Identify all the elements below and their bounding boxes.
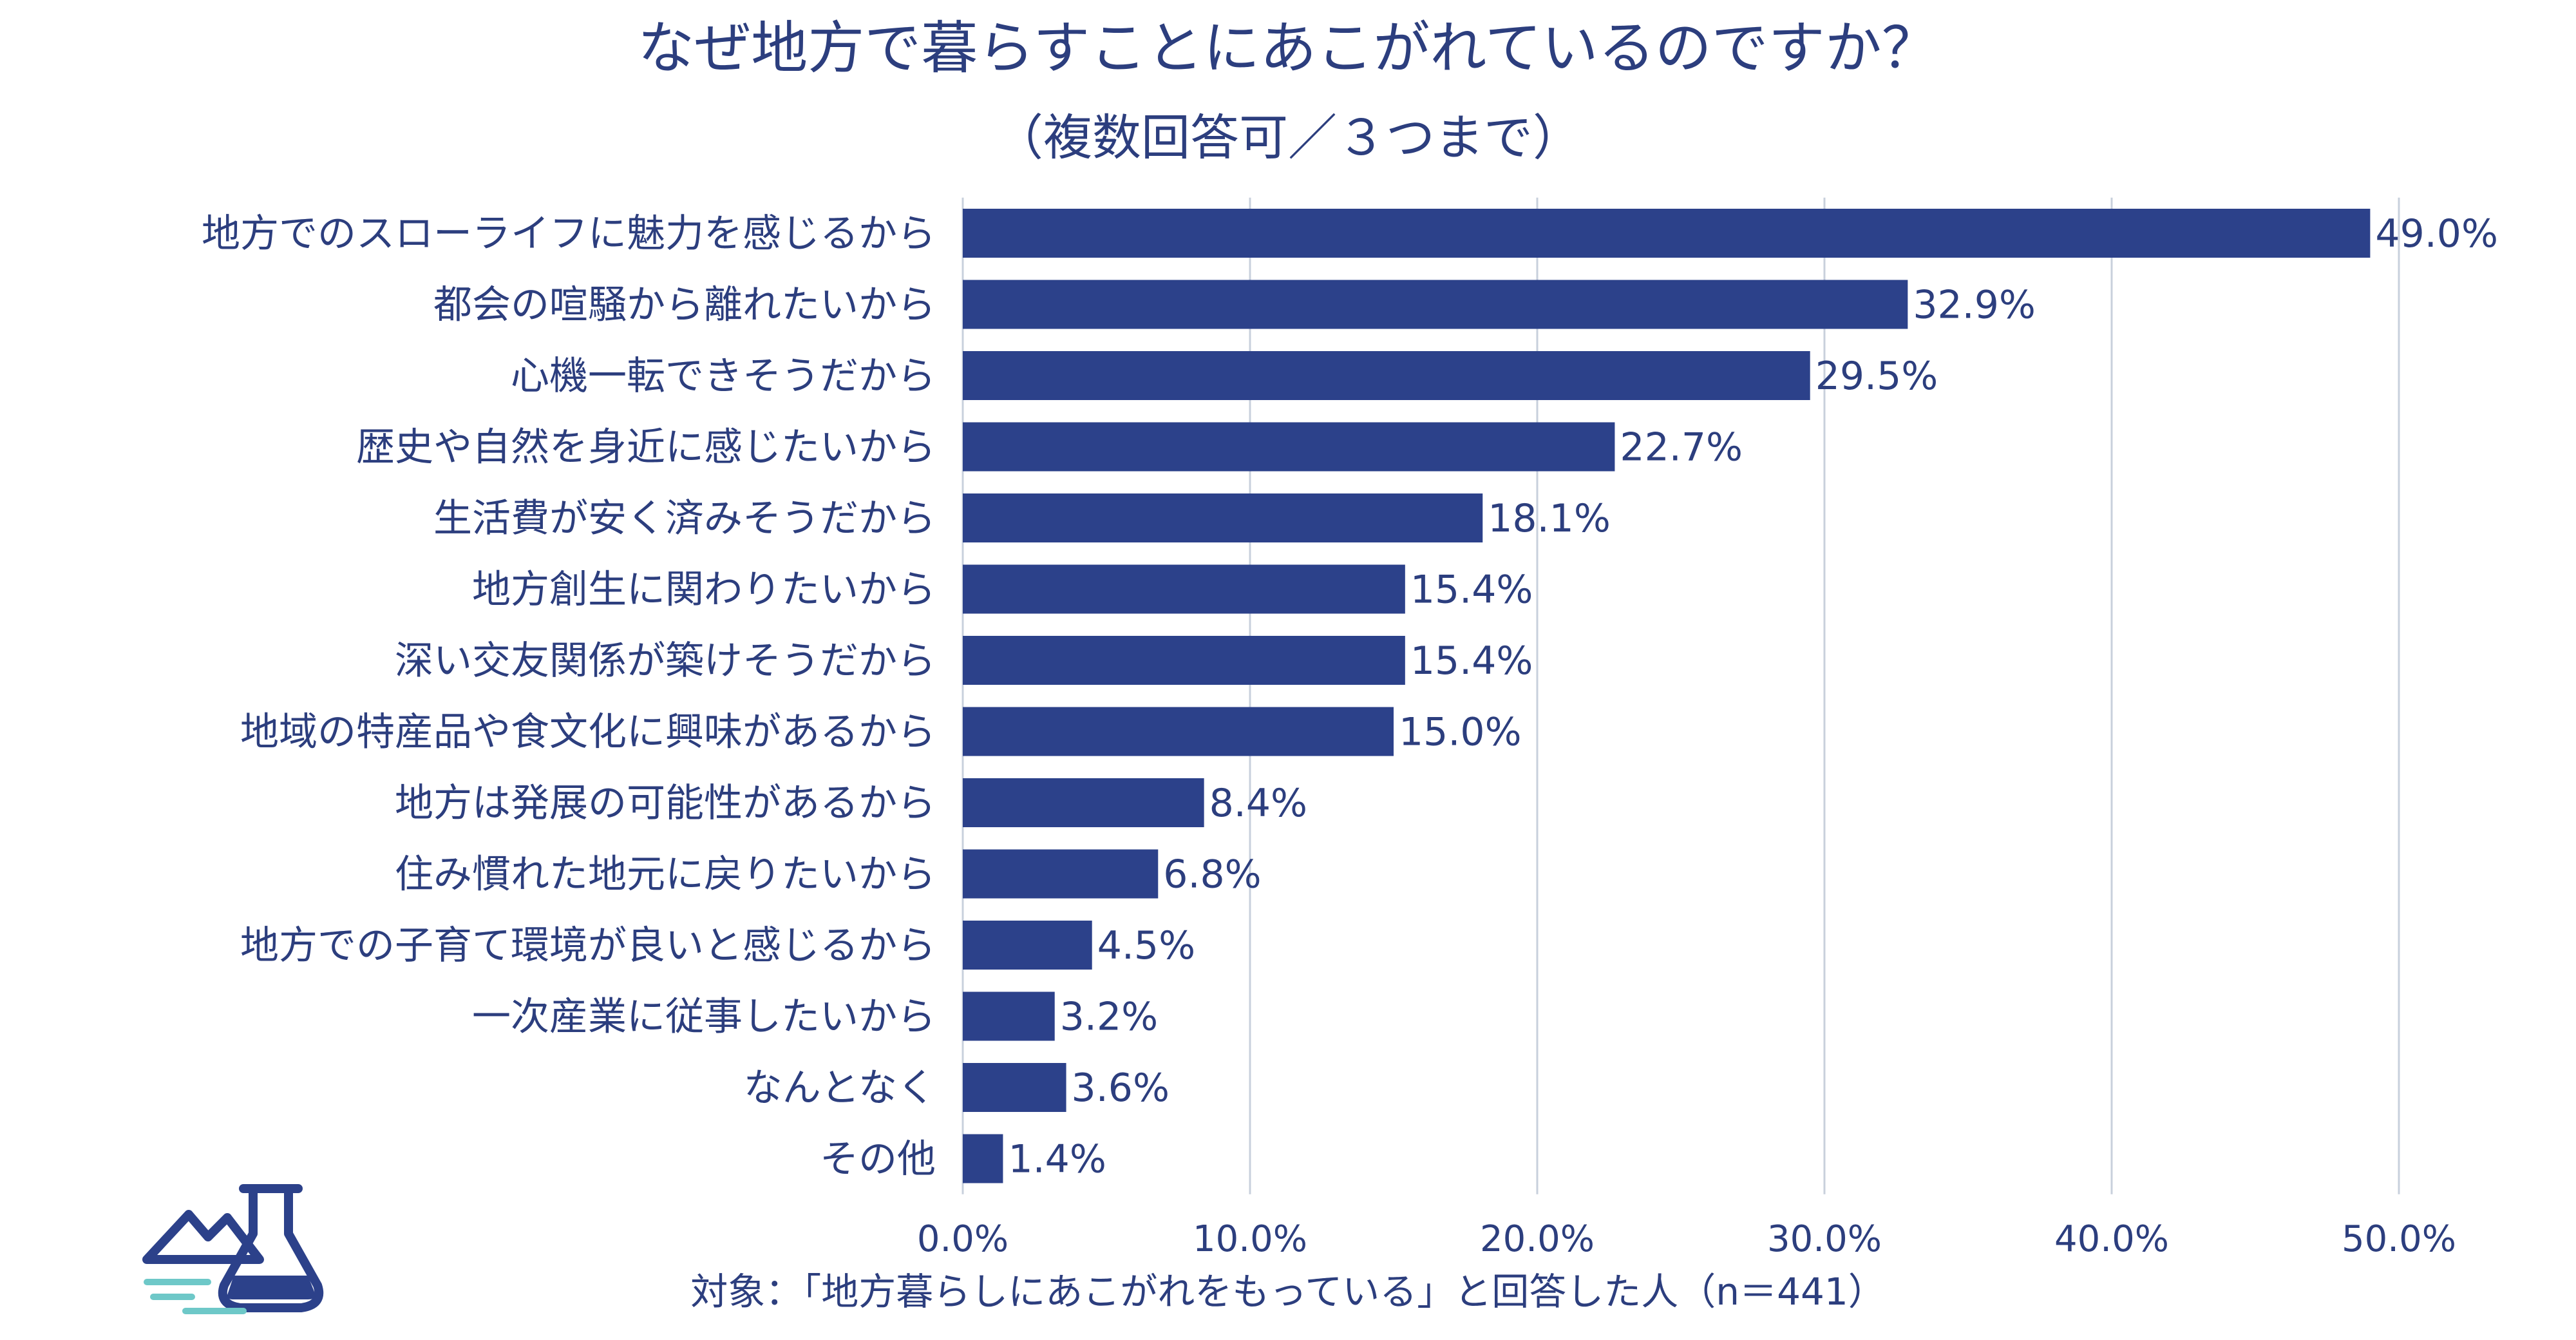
chart-subtitle: （複数回答可／３つまで） <box>994 109 1582 166</box>
category-label: 心機一転できそうだから <box>511 354 936 399</box>
logo-flask-mountain-icon <box>142 1184 324 1314</box>
category-label: 地方での子育て環境が良いと感じるから <box>240 923 936 968</box>
x-tick-label: 50.0% <box>2342 1218 2456 1260</box>
bars <box>963 209 2371 1183</box>
data-label: 22.7% <box>1620 425 1743 470</box>
chart-title: なぜ地方で暮らすことにあこがれているのですか？ <box>638 15 1938 81</box>
data-label: 15.4% <box>1410 638 1533 684</box>
data-label: 1.4% <box>1008 1137 1106 1182</box>
data-label: 3.2% <box>1060 995 1158 1040</box>
x-tick-label: 30.0% <box>1767 1218 1882 1260</box>
bar <box>963 493 1483 542</box>
data-label: 49.0% <box>2375 211 2498 256</box>
data-label: 8.4% <box>1209 781 1307 826</box>
bar <box>963 1063 1066 1112</box>
bar <box>963 564 1405 614</box>
bar <box>963 921 1092 970</box>
bar <box>963 280 1908 329</box>
category-label: 地域の特産品や食文化に興味があるから <box>240 710 936 755</box>
data-label: 15.0% <box>1399 710 1522 755</box>
category-label: 生活費が安く済みそうだから <box>433 496 936 541</box>
bar <box>963 351 1810 400</box>
data-label: 29.5% <box>1815 354 1938 399</box>
data-label: 32.9% <box>1913 283 2036 328</box>
bar <box>963 707 1394 756</box>
chart-footnote: 対象：「地方暮らしにあこがれをもっている」と回答した人（n＝441） <box>690 1270 1886 1314</box>
data-label: 18.1% <box>1488 496 1611 541</box>
x-axis-tick-labels: 0.0% 10.0% 20.0% 30.0% 40.0% 50.0% <box>917 1218 2456 1260</box>
category-label: 住み慣れた地元に戻りたいから <box>395 852 936 897</box>
bar <box>963 849 1159 899</box>
x-tick-label: 10.0% <box>1193 1218 1307 1260</box>
category-label: 歴史や自然を身近に感じたいから <box>356 425 936 470</box>
category-labels: 地方でのスローライフに魅力を感じるから都会の喧騒から離れたいから心機一転できそう… <box>202 211 936 1182</box>
value-labels: 49.0% 32.9% 29.5% 22.7%18.1% 15.4% 15.4% 15.0%… <box>1008 211 2498 1182</box>
data-label: 15.4% <box>1410 568 1533 613</box>
bar <box>963 991 1055 1041</box>
gridlines <box>961 197 2400 1194</box>
bar <box>963 778 1204 827</box>
category-label: 都会の喧騒から離れたいから <box>433 283 936 328</box>
data-label: 3.6% <box>1072 1066 1170 1111</box>
category-label: 地方創生に関わりたいから <box>472 568 936 613</box>
bar <box>963 422 1615 472</box>
bar <box>963 1134 1003 1183</box>
x-tick-label: 40.0% <box>2054 1218 2169 1260</box>
category-label: 地方は発展の可能性があるから <box>395 781 936 826</box>
x-tick-label: 0.0% <box>917 1218 1009 1260</box>
category-label: なんとなく <box>744 1066 936 1111</box>
data-label: 6.8% <box>1163 852 1261 897</box>
bar <box>963 209 2371 258</box>
bar <box>963 636 1405 685</box>
x-tick-label: 20.0% <box>1480 1218 1595 1260</box>
category-label: 一次産業に従事したいから <box>472 995 936 1040</box>
category-label: その他 <box>820 1137 936 1182</box>
category-label: 深い交友関係が築けそうだから <box>395 638 936 684</box>
data-label: 4.5% <box>1097 923 1195 968</box>
category-label: 地方でのスローライフに魅力を感じるから <box>202 211 936 256</box>
